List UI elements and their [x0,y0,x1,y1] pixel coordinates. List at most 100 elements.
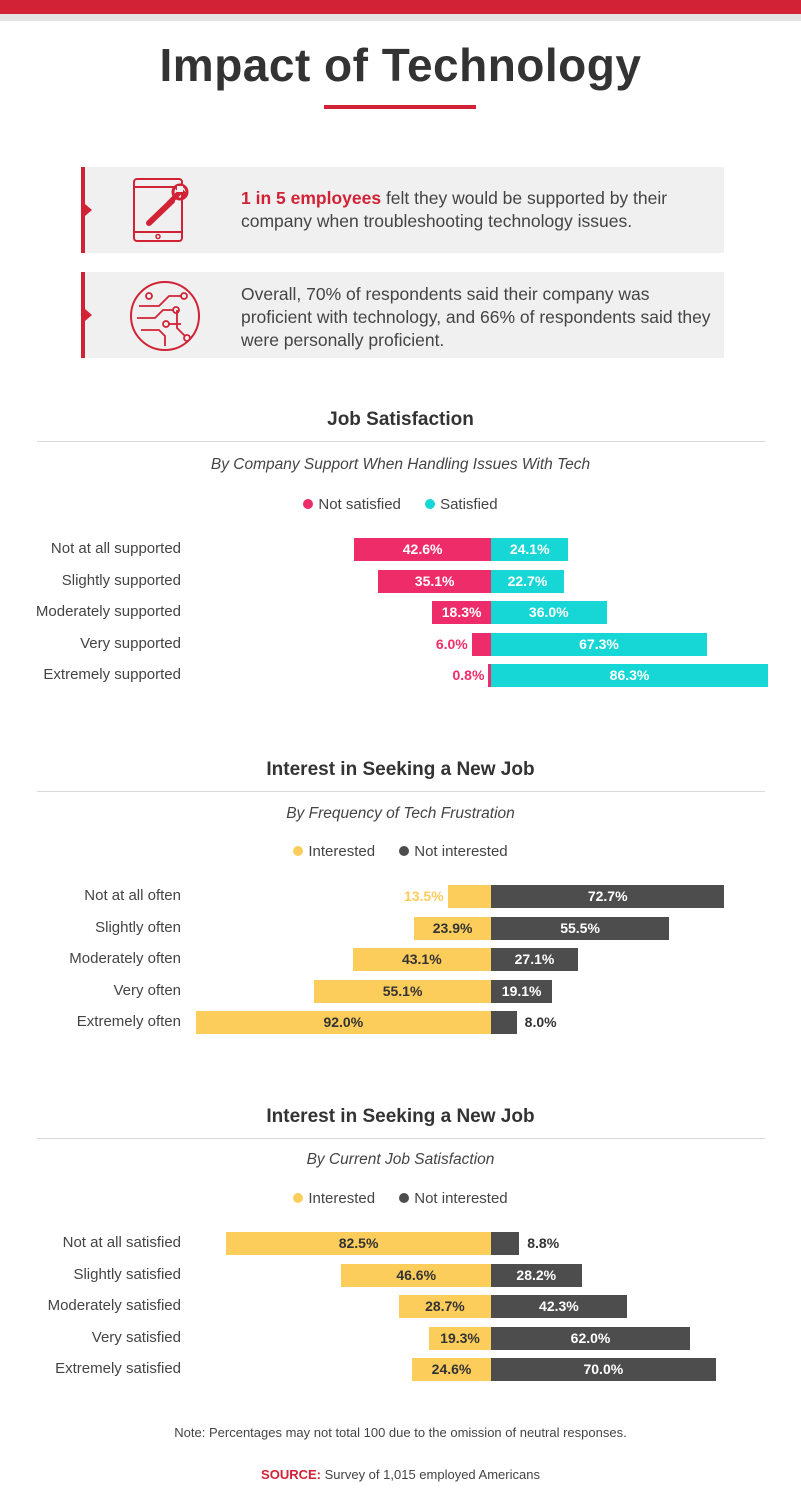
bar-satisfied-extremely-supported [491,664,769,687]
data-label-satisfied-moderately-supported: 36.0% [528,604,569,620]
row-label-not-at-all-satisfied: Not at all satisfied [62,1234,181,1251]
row-label-very-supported: Very supported [80,634,181,652]
legend-item-not-interested: Not interested [399,843,508,860]
bar-interested-extremely-satisfied [412,1358,491,1381]
data-label-satisfied-not-at-all-supported: 24.1% [509,541,550,557]
row-label-not-at-all-often: Not at all often [84,887,181,904]
data-label-not-interested-extremely-often: 8.0% [524,1014,557,1030]
stat-text-proficiency: Overall, 70% of respondents said their c… [241,283,711,352]
bar-interested-extremely-often [195,1011,491,1034]
source-label: SOURCE: [261,1467,321,1482]
legend-dot [293,1193,304,1203]
legend-label: Not interested [414,843,508,860]
chart-1-subtitle: By Company Support When Handling Issues … [210,456,591,473]
legend-item-interested: Interested [293,843,375,860]
data-label-not-interested-very-often: 19.1% [501,982,542,999]
data-label-interested-slightly-often: 23.9% [432,919,473,936]
data-label-interested-extremely-often: 92.0% [323,1014,364,1030]
data-label-interested-not-at-all-satisfied: 82.5% [338,1235,379,1251]
data-label-not-interested-very-satisfied: 62.0% [570,1329,611,1346]
data-label-not-satisfied-moderately-supported: 18.3% [441,604,482,620]
legend-label: Satisfied [440,496,498,513]
bar-interested-very-often [314,979,491,1003]
legend-item-satisfied: Satisfied [425,496,498,513]
bar-not-satisfied-moderately-supported [432,601,491,624]
bar-interested-very-satisfied [429,1326,491,1350]
chart-1-title: Job Satisfaction [327,409,474,430]
bar-not-interested-extremely-satisfied [491,1358,716,1381]
legend-dot [293,846,304,856]
chart-3-title: Interest in Seeking a New Job [266,1106,535,1127]
row-label-very-satisfied: Very satisfied [91,1328,181,1346]
legend-dot [303,499,314,509]
data-label-not-interested-extremely-satisfied: 70.0% [583,1361,624,1377]
data-label-satisfied-slightly-supported: 22.7% [507,572,548,589]
bar-satisfied-very-supported [491,632,708,656]
legend-label: Interested [308,1190,376,1207]
data-label-not-satisfied-slightly-supported: 35.1% [414,572,455,589]
bar-not-interested-slightly-often [491,916,670,940]
legend-label: Not satisfied [318,496,401,513]
row-label-slightly-often: Slightly often [95,918,181,936]
data-label-interested-very-often: 55.1% [382,982,423,999]
data-label-not-satisfied-very-supported: 6.0% [435,635,468,652]
bar-not-interested-not-at-all-often [491,885,725,908]
bar-not-interested-slightly-satisfied [491,1263,582,1287]
bar-not-satisfied-slightly-supported [378,569,491,593]
data-label-not-interested-slightly-satisfied: 28.2% [516,1266,557,1283]
legend-item-not-interested: Not interested [399,1190,508,1207]
row-label-moderately-satisfied: Moderately satisfied [47,1297,181,1314]
legend-dot [425,499,436,509]
row-label-moderately-supported: Moderately supported [35,603,181,620]
source-line: SOURCE: Survey of 1,015 employed America… [0,1467,801,1482]
chart-3-divider [37,1138,765,1139]
data-label-not-interested-not-at-all-often: 72.7% [587,888,628,904]
footnote: Note: Percentages may not total 100 due … [174,1425,627,1440]
stat-notch [85,204,92,216]
bar-satisfied-moderately-supported [491,601,607,624]
bar-interested-not-at-all-satisfied [226,1232,491,1255]
chart-2-divider [37,791,765,792]
bar-not-interested-very-satisfied [491,1326,691,1350]
chart-1-divider [37,441,765,442]
row-label-moderately-often: Moderately often [69,950,181,967]
bar-interested-not-at-all-often [447,885,491,908]
chart-3-legend: Interested Not interested [0,1190,801,1207]
row-label-very-often: Very often [113,981,181,999]
bar-interested-moderately-often [352,948,491,971]
stat-box-proficiency: Overall, 70% of respondents said their c… [81,272,724,358]
bar-satisfied-slightly-supported [491,569,564,593]
row-label-extremely-satisfied: Extremely satisfied [55,1360,181,1377]
chart-1-legend: Not satisfied Satisfied [0,496,801,513]
data-label-satisfied-very-supported: 67.3% [579,635,619,652]
bar-not-satisfied-not-at-all-supported [354,538,491,561]
legend-label: Interested [308,843,376,860]
data-label-not-interested-slightly-often: 55.5% [560,919,600,936]
data-label-interested-slightly-satisfied: 46.6% [396,1266,437,1283]
bar-interested-slightly-satisfied [341,1263,491,1287]
legend-label: Not interested [414,1190,508,1207]
data-label-interested-moderately-satisfied: 28.7% [425,1298,465,1314]
chart-2-subtitle: By Frequency of Tech Frustration [286,805,515,822]
data-label-interested-moderately-often: 43.1% [401,951,442,967]
bar-not-satisfied-very-supported [471,632,491,656]
top-accent-bar [0,0,801,14]
stat-notch [85,309,92,321]
legend-item-not-satisfied: Not satisfied [303,496,401,513]
bar-not-interested-not-at-all-satisfied [491,1232,520,1255]
legend-dot [399,1193,410,1203]
title-underline [324,105,476,109]
stat-highlight: 1 in 5 employees [241,188,382,208]
tablet-wrench-icon [129,177,197,248]
data-label-interested-very-satisfied: 19.3% [440,1329,480,1346]
bar-satisfied-not-at-all-supported [491,538,569,561]
chart-2-legend: Interested Not interested [0,843,801,860]
stat-box-support: 1 in 5 employees felt they would be supp… [81,167,724,253]
bar-interested-slightly-often [414,916,491,940]
data-label-satisfied-extremely-supported: 86.3% [609,667,650,683]
top-gray-bar [0,14,801,21]
row-label-extremely-often: Extremely often [76,1013,181,1030]
row-label-slightly-supported: Slightly supported [61,571,181,589]
bar-not-interested-moderately-often [491,948,578,971]
data-label-not-interested-moderately-satisfied: 42.3% [539,1298,579,1314]
